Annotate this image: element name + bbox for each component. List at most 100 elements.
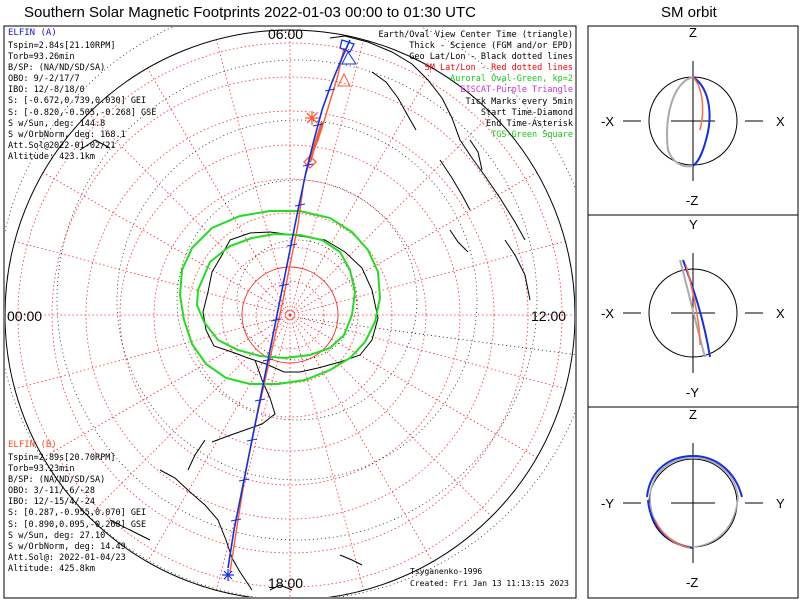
sm-meridian bbox=[88, 113, 291, 316]
coastline bbox=[504, 239, 531, 301]
legend-entry: Tick Marks every 5min bbox=[465, 96, 573, 107]
coastline bbox=[339, 554, 363, 566]
sm-meridian bbox=[289, 314, 433, 563]
elfin-b-info-line: Att.Sol@: 2022-01-04/23 bbox=[8, 552, 126, 563]
sm-meridian bbox=[215, 314, 291, 591]
elfin-b-center-triangle bbox=[337, 72, 351, 87]
elfin-b-start-diamond bbox=[303, 155, 317, 169]
geo-latitude-circle bbox=[116, 119, 478, 481]
elfin-a-tick bbox=[246, 438, 258, 442]
sm-meridian bbox=[42, 314, 291, 458]
elfin-a-info-line: Torb=93.26min bbox=[8, 52, 75, 63]
sm-meridian bbox=[289, 314, 566, 390]
elfin-a-info-line: IBO: 12/-8/18/0 bbox=[8, 85, 85, 96]
map-layer bbox=[5, 27, 575, 597]
legend-entry: Thick - Science (FGM and/or EPD) bbox=[409, 41, 573, 52]
orbit-axis-label-right: Y bbox=[776, 496, 785, 511]
sm-meridian bbox=[147, 314, 291, 563]
sm-meridian bbox=[289, 314, 492, 517]
elfin-b-science-segment bbox=[308, 121, 324, 163]
orbit-axis-label-bottom: -Z bbox=[686, 575, 699, 590]
orbit-axis-label-left: -Y bbox=[601, 496, 614, 511]
sm-meridian bbox=[88, 314, 291, 517]
orbit-axis-label-top: Y bbox=[689, 217, 698, 232]
orbit-plots bbox=[623, 61, 763, 563]
auroral-oval-inner bbox=[195, 232, 357, 360]
legend: Earth/Oval View Center Time (triangle) Th… bbox=[379, 30, 573, 141]
elfin-a-tick bbox=[302, 163, 314, 167]
legend-entry: Geo Lat/Lon - Black dotted lines bbox=[409, 52, 573, 63]
elfin-b-info-line: OBO: 3/-11/-6/-28 bbox=[8, 486, 95, 497]
elfin-b-info-line: S w/Sun, deg: 27.10 bbox=[8, 530, 106, 541]
legend-entry: End Time-Asterisk bbox=[486, 118, 573, 129]
coastline bbox=[371, 71, 417, 131]
elfin-b-track bbox=[229, 47, 345, 573]
orbit-axis-label-bottom: -Y bbox=[686, 385, 699, 400]
orbit-axis-label-right: X bbox=[776, 114, 785, 129]
elfin-b-info-line: S: [0.287,-0.955,0.070] GEI bbox=[8, 508, 147, 519]
elfin-a-info-line: S w/OrbNorm, deg: 168.1 bbox=[8, 129, 126, 140]
coastline bbox=[449, 229, 469, 253]
elfin-a-tick bbox=[324, 88, 336, 92]
orbit-axis-label-top: Z bbox=[689, 407, 697, 422]
orbit-axis-label-bottom: -Z bbox=[686, 193, 699, 208]
sm-meridian bbox=[14, 240, 291, 316]
elfin-b-orbit bbox=[654, 519, 691, 549]
legend-entry: Auroral Oval-Green, kp=2 bbox=[450, 74, 573, 85]
sm-latitude-circle bbox=[187, 212, 393, 418]
elfin-a-tick bbox=[254, 398, 266, 402]
sm-orbit-title: SM orbit bbox=[661, 4, 717, 21]
elfin-a-orbit bbox=[646, 454, 743, 498]
legend-entry: TGS-Green Square bbox=[491, 129, 573, 140]
elfin-b-orbit bbox=[685, 264, 701, 346]
polar-map bbox=[5, 27, 575, 597]
coastline bbox=[269, 584, 293, 591]
elfin-a-tick bbox=[270, 318, 282, 322]
orbit-axis-label-left: -X bbox=[601, 114, 614, 129]
legend-entry: SM Lat/Lon - Red dotted lines bbox=[424, 63, 573, 74]
orbit-axis-label-top: Z bbox=[689, 25, 697, 40]
elfin-a-info-line: Tspin=2.84s[21.10RPM] bbox=[8, 41, 116, 51]
elfin-a-info-line: Att.Sol@2022-01-02/21 bbox=[8, 140, 116, 151]
elfin-b-info-line: S: [0.890,0.095,-0.268] GSE bbox=[8, 519, 147, 530]
elfin-b-name: ELFIN (B) bbox=[8, 440, 57, 450]
geo-latitude-circle bbox=[176, 179, 418, 421]
orbit-axis-label-right: X bbox=[776, 306, 785, 321]
elfin-a-info-line: S: [-0.672,0.739,0.030] GEI bbox=[8, 96, 147, 107]
elfin-b-info-line: Torb=93.23min bbox=[8, 464, 75, 475]
elfin-a-end-asterisk bbox=[222, 569, 234, 581]
orbit-frame bbox=[587, 25, 799, 599]
elfin-a-track bbox=[227, 39, 351, 569]
map-frame bbox=[3, 25, 577, 599]
coastline bbox=[79, 139, 111, 151]
legend-entry: EISCAT-Purple Triangle bbox=[460, 85, 573, 96]
model-label: Tsyganenko-1996 bbox=[410, 567, 483, 576]
elfin-b-info: ELFIN (B) Tspin=2.89s[20.70RPM] Torb=93.2… bbox=[8, 441, 146, 575]
elfin-a-tick bbox=[278, 283, 290, 287]
hour-label-top: 06:00 bbox=[268, 26, 304, 42]
sm-meridian bbox=[289, 113, 492, 316]
elfin-a-info-line: OBO: 9/-2/17/7 bbox=[8, 74, 80, 85]
elfin-b-orbit bbox=[692, 76, 704, 131]
elfin-a-start-diamond bbox=[339, 39, 355, 53]
elfin-a-info-line: Altitude: 423.1km bbox=[8, 151, 95, 162]
map-outer-circle bbox=[5, 29, 575, 597]
orbit-path-gray bbox=[679, 259, 706, 358]
page-title: Southern Solar Magnetic Footprints 2022-… bbox=[24, 4, 476, 21]
elfin-b-info-line: IBO: 12/-15/4/-24 bbox=[8, 497, 95, 508]
sm-meridian bbox=[289, 240, 566, 316]
sm-latitude-circle bbox=[51, 76, 529, 554]
hour-label-right: 12:00 bbox=[531, 308, 567, 324]
elfin-b-info-line: S w/OrbNorm, deg: 14.49 bbox=[8, 541, 126, 552]
orbit-path-gray bbox=[666, 76, 694, 168]
coastline bbox=[469, 139, 483, 171]
elfin-a-info-line: S w/Sun, deg: 144.8 bbox=[8, 118, 106, 129]
coastline bbox=[202, 231, 379, 373]
sm-meridian bbox=[215, 39, 291, 316]
created-label: Created: Fri Jan 13 11:13:15 2023 bbox=[410, 579, 569, 588]
elfin-a-orbit bbox=[692, 76, 711, 167]
hour-label-left: 00:00 bbox=[7, 308, 43, 324]
elfin-b-end-asterisk bbox=[305, 111, 319, 125]
elfin-a-tick bbox=[286, 243, 298, 247]
